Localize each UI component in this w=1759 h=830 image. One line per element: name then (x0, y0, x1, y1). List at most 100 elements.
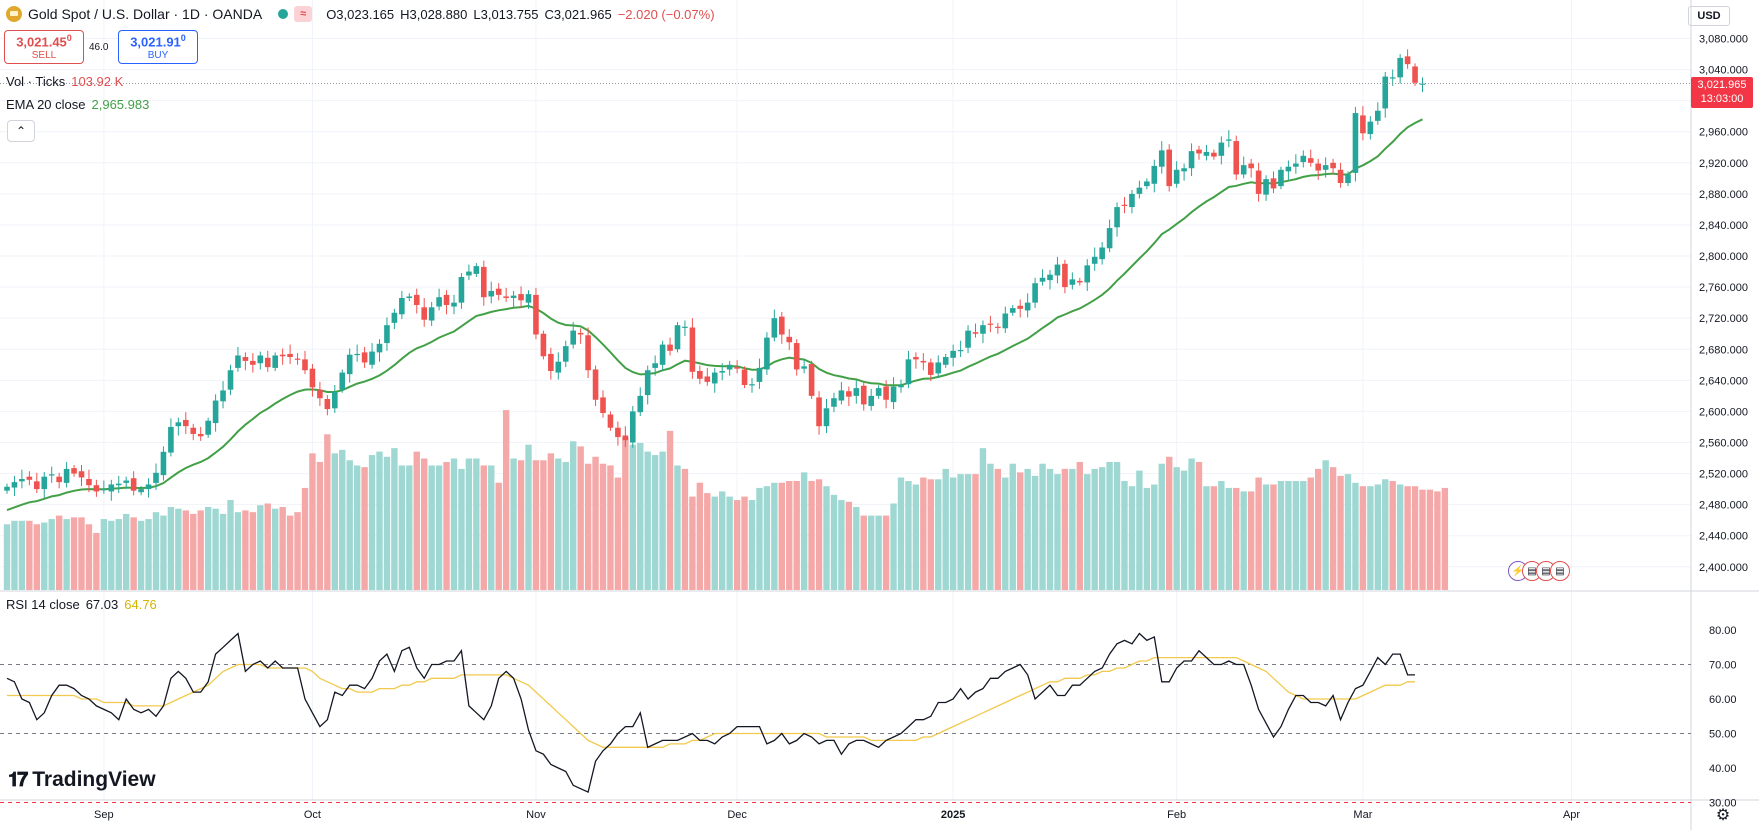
volume-bar (473, 458, 480, 590)
candle-body (689, 327, 696, 372)
collapse-legend-button[interactable]: ⌃ (7, 120, 35, 142)
volume-bar (376, 451, 383, 590)
candle-body (674, 325, 681, 350)
volume-bar (540, 460, 547, 590)
candle-body (898, 384, 904, 388)
volume-bar (279, 506, 286, 590)
volume-bar (547, 453, 555, 590)
candle-body (1166, 149, 1172, 187)
candle-body (428, 307, 435, 321)
rsi-legend-value: 67.03 (85, 597, 119, 612)
candle-body (354, 353, 360, 356)
candle-body (205, 420, 211, 435)
volume-bar (391, 448, 398, 590)
candle-body (868, 395, 874, 406)
candle-body (1196, 149, 1202, 154)
time-axis[interactable]: Sep Oct Nov Dec 2025 Feb Mar Apr (94, 809, 1580, 821)
candle-body (1032, 283, 1038, 303)
ema-legend[interactable]: EMA 20 close 2,965.983 (6, 97, 149, 112)
volume-bar (815, 479, 823, 590)
volume-bar (532, 460, 540, 590)
volume-legend[interactable]: Vol · Ticks 103.92 K (6, 74, 123, 89)
gear-icon[interactable]: ⚙ (1715, 807, 1731, 824)
candle-body (56, 476, 62, 483)
rsi-ma-legend-value: 64.76 (124, 597, 157, 612)
ohlc-low: L3,013.755 (473, 6, 539, 22)
volume-bar (93, 532, 100, 590)
candle-body (719, 371, 725, 373)
wave-icon[interactable]: ≈ (294, 6, 313, 22)
candle-body (19, 479, 25, 482)
volume-bar (1098, 467, 1106, 590)
symbol-title[interactable]: Gold Spot / U.S. Dollar · 1D · OANDA (28, 6, 263, 22)
volume-bar (607, 465, 614, 590)
volume-bar (234, 512, 242, 590)
buy-price-sup: 0 (180, 33, 186, 44)
rsi-line (6, 632, 1415, 794)
volume-bar (443, 461, 450, 590)
candle-body (1009, 308, 1016, 313)
spread-value: 46.0 (89, 42, 109, 53)
volume-bar (1069, 468, 1076, 590)
candle-body (540, 333, 547, 357)
candle-body (905, 359, 912, 385)
currency-selector[interactable]: USD (1688, 6, 1730, 26)
volume-bar (1188, 458, 1195, 590)
volume-bar (949, 477, 957, 590)
ohlc-open: O3,023.165 (326, 6, 395, 22)
candle-body (1099, 247, 1105, 260)
rsi-tick-label: 30.00 (1709, 798, 1737, 810)
volume-bar (555, 458, 562, 590)
candle-body (697, 371, 703, 379)
rsi-legend[interactable]: RSI 14 close 67.03 64.76 (6, 597, 157, 612)
volume-bar (1367, 486, 1374, 590)
volume-bar (1285, 481, 1292, 590)
candle-body (711, 372, 718, 384)
volume-bar (1270, 484, 1277, 590)
volume-bar (771, 482, 778, 590)
candle-body (272, 355, 278, 368)
candle-body (1375, 110, 1381, 121)
buy-button[interactable]: 3,021.910 BUY (118, 30, 198, 64)
volume-bar (175, 508, 182, 590)
candle-body (294, 358, 301, 360)
volume-bar (130, 517, 137, 590)
rsi-tick-label: 50.00 (1709, 729, 1737, 741)
candle-body (78, 471, 85, 478)
candle-body (1211, 152, 1217, 157)
volume-bar (70, 517, 78, 590)
candle-body (1114, 207, 1120, 228)
volume-bar (353, 465, 361, 590)
candle-body (481, 266, 487, 298)
candle-body (913, 357, 919, 360)
volume-bar (1210, 486, 1218, 590)
candle-body (183, 419, 189, 427)
candle-body (406, 296, 413, 298)
volume-bar (1106, 461, 1113, 590)
candle-body (309, 368, 316, 388)
candle-body (995, 326, 1001, 328)
volume-bar (510, 458, 517, 590)
volume-bar (517, 460, 525, 590)
volume-bar (1195, 461, 1203, 590)
volume-bar (1091, 468, 1098, 590)
price-axis[interactable]: 3,080.0003,040.0003,000.0002,960.0002,92… (1699, 34, 1748, 810)
volume-bar (942, 468, 949, 590)
candle-body (682, 326, 688, 328)
us-flag-icon[interactable]: ▤ (1550, 561, 1570, 581)
candle-body (413, 294, 420, 305)
candle-body (160, 451, 167, 476)
price-tick-label: 2,520.000 (1699, 469, 1748, 481)
volume-bar (1277, 481, 1285, 590)
candle-body (1270, 178, 1277, 189)
volume-bar (666, 430, 674, 590)
candle-body (637, 395, 644, 413)
volume-bar (480, 465, 487, 590)
volume-bar (763, 486, 771, 590)
volume-bar (853, 506, 860, 590)
candle-body (585, 335, 591, 371)
volume-bar (912, 484, 920, 590)
price-tick-label: 2,960.000 (1699, 127, 1748, 139)
sell-button[interactable]: 3,021.450 SELL (4, 30, 84, 64)
